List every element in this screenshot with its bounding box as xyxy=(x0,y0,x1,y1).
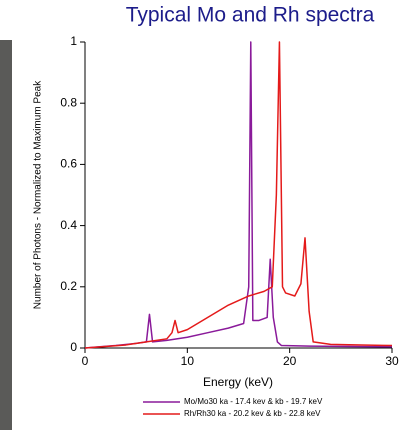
x-tick-label: 0 xyxy=(82,354,89,368)
photo-edge xyxy=(0,40,12,430)
y-tick-label: 0.4 xyxy=(60,218,77,232)
chart-title: Typical Mo and Rh spectra xyxy=(126,4,375,27)
legend-label: Rh/Rh30 ka - 20.2 kev & kb - 22.8 keV xyxy=(184,409,321,418)
series-line xyxy=(84,41,393,349)
y-tick-label: 0.2 xyxy=(60,279,77,293)
x-tick-label: 10 xyxy=(181,354,195,368)
y-tick-label: 0 xyxy=(70,340,77,354)
y-tick-label: 0.8 xyxy=(60,95,77,109)
y-tick-label: 0.6 xyxy=(60,157,77,171)
y-tick-label: 1 xyxy=(70,34,77,48)
y-axis-label: Number of Photons - Normalized to Maximu… xyxy=(33,80,44,309)
x-axis-label: Energy (keV) xyxy=(203,375,273,389)
series-line xyxy=(84,41,393,349)
legend-label: Mo/Mo30 ka - 17.4 kev & kb - 19.7 keV xyxy=(184,397,323,406)
x-tick-label: 30 xyxy=(385,354,399,368)
x-tick-label: 20 xyxy=(283,354,297,368)
